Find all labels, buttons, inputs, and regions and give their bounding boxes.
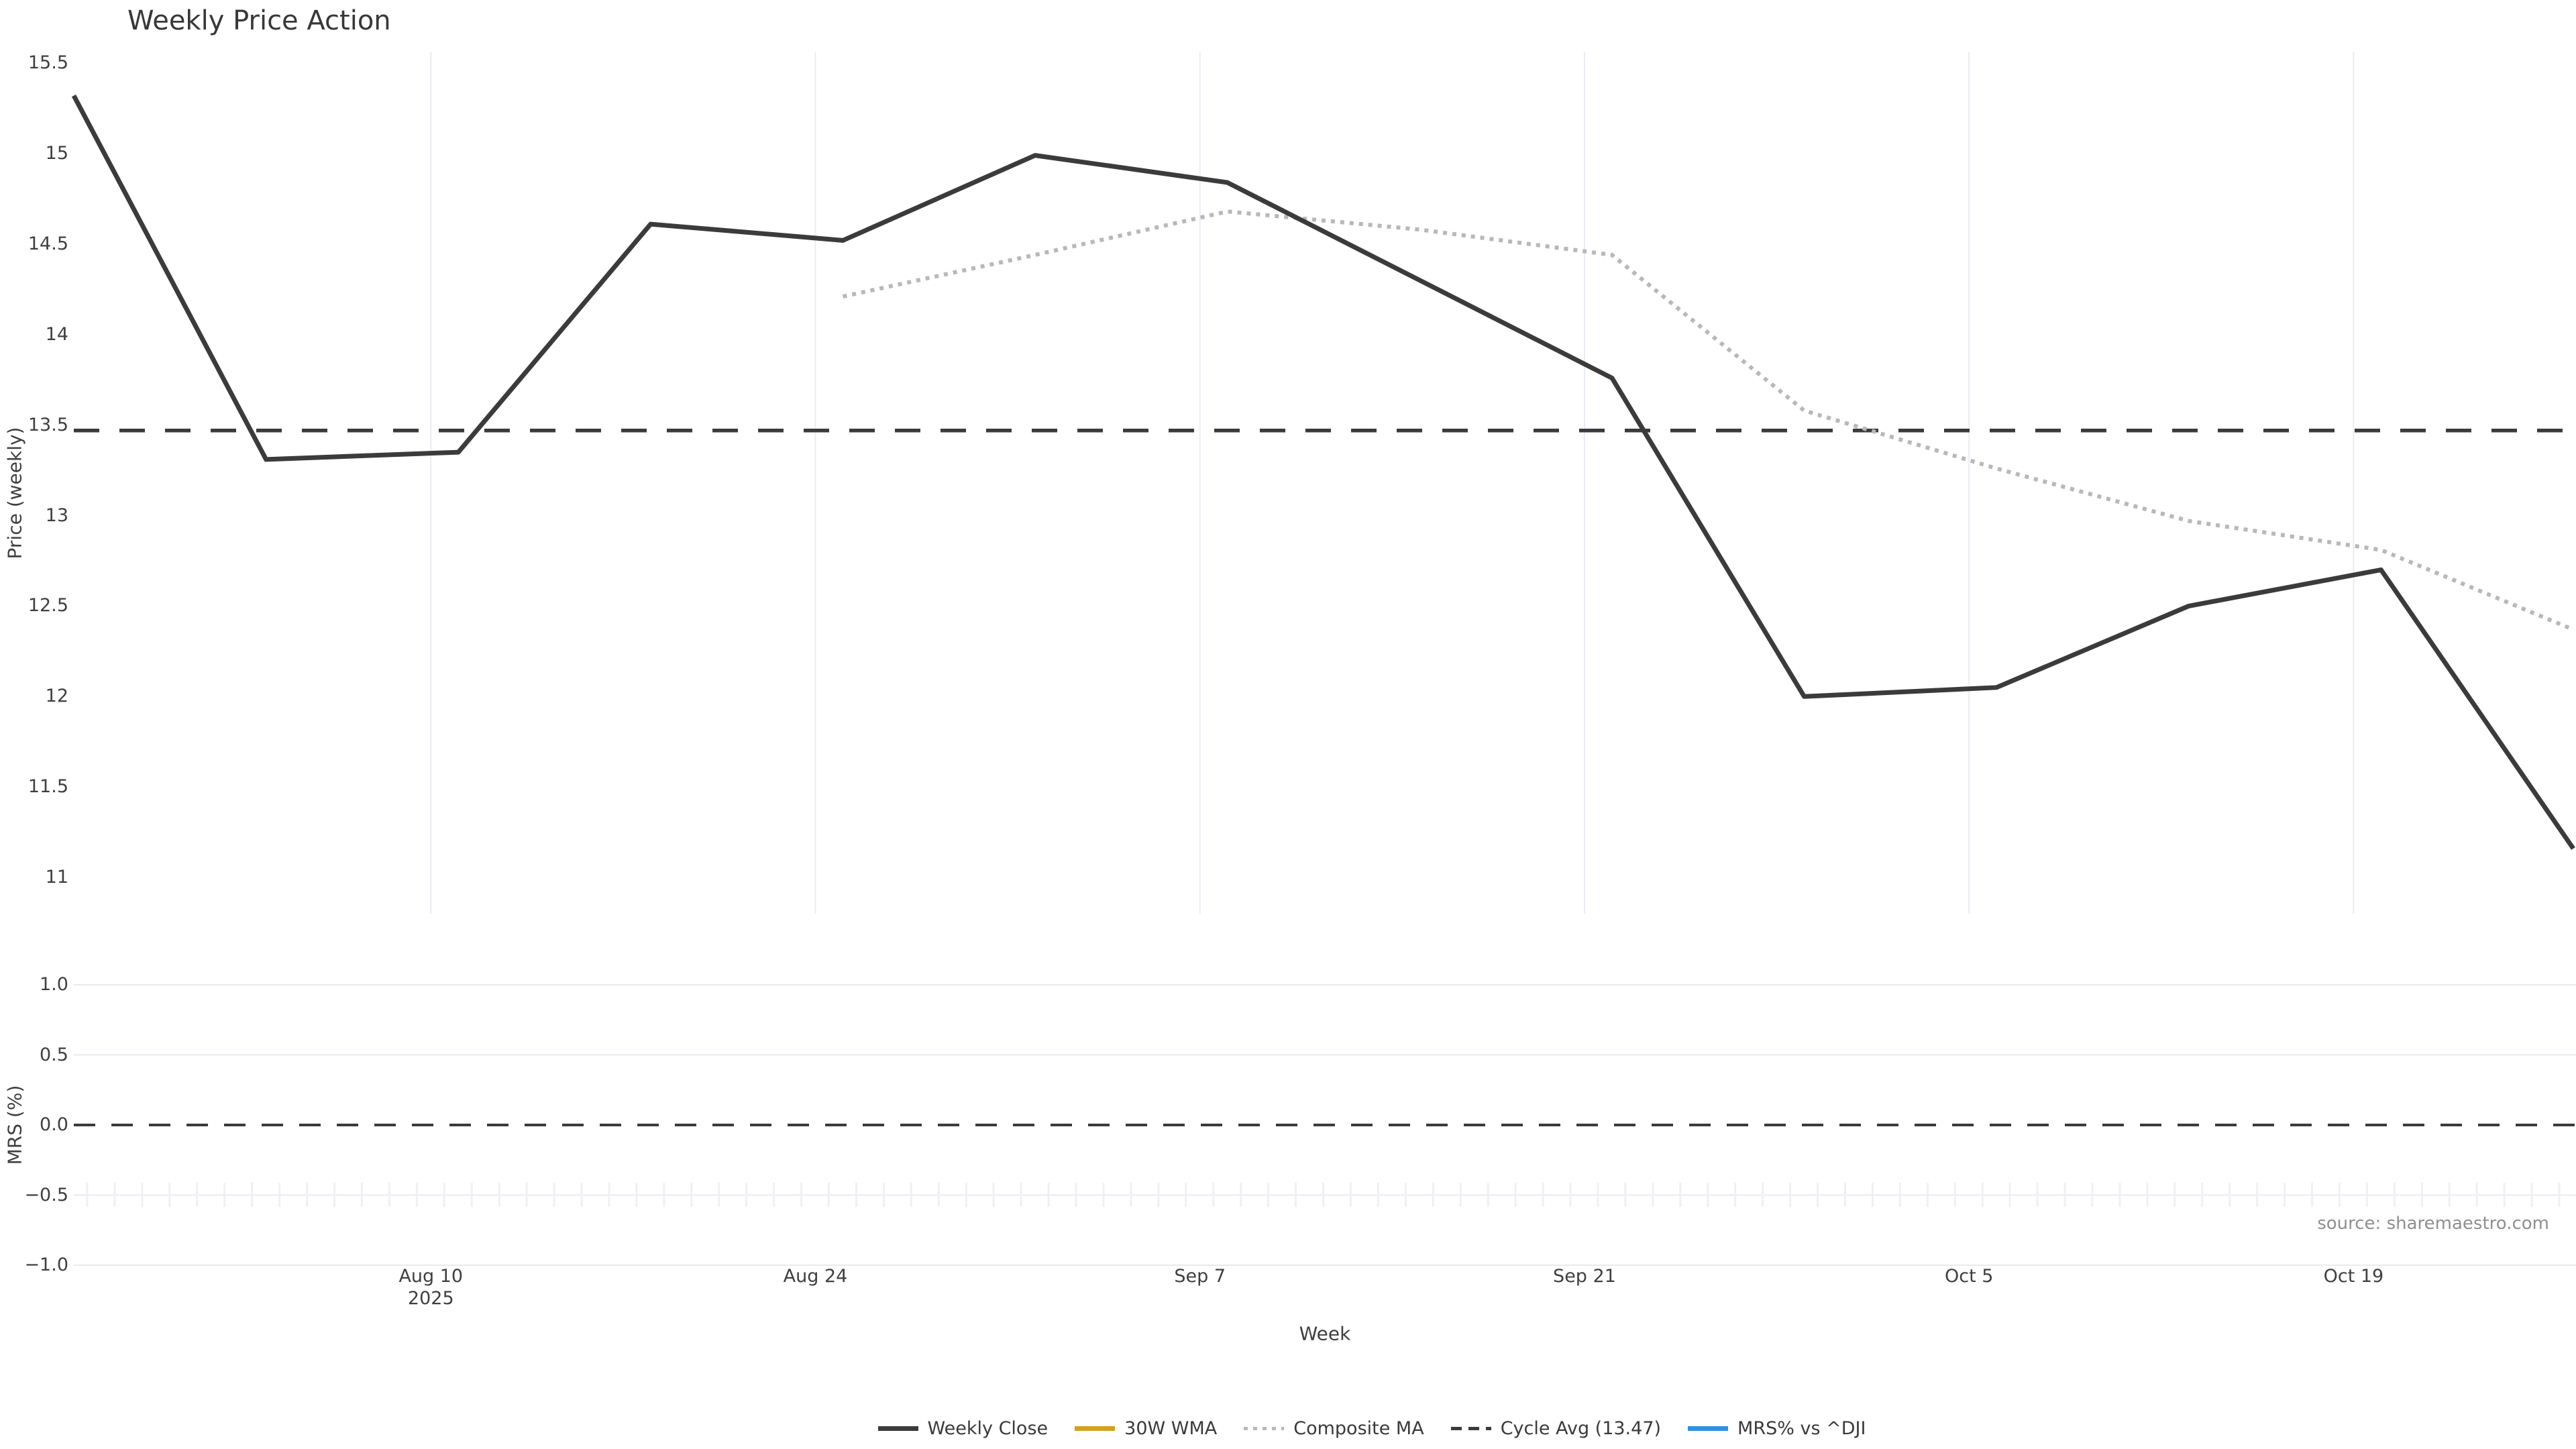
price-y-tick-label: 11 — [45, 867, 68, 888]
x-axis-title: Week — [1299, 1322, 1351, 1345]
legend-label: MRS% vs ^DJI — [1737, 1417, 1866, 1439]
legend-swatch-solid — [1075, 1426, 1116, 1431]
mrs-y-tick-label: 0.0 — [40, 1114, 68, 1135]
x-tick-label: Sep 21 — [1553, 1266, 1616, 1287]
x-tick-label: Aug 10 — [398, 1266, 464, 1287]
price-vertical-gridlines — [430, 52, 2355, 914]
x-tick-label: Sep 7 — [1174, 1266, 1226, 1287]
mrs-y-tick-label: 1.0 — [40, 974, 68, 995]
composite-ma-line — [842, 209, 2575, 632]
price-y-tick-label: 13 — [45, 504, 68, 526]
price-y-tick-label: 11.5 — [28, 776, 68, 798]
legend-item[interactable]: Cycle Avg (13.47) — [1450, 1417, 1662, 1439]
x-tick-label: Aug 24 — [783, 1266, 848, 1287]
legend-swatch-solid — [1688, 1426, 1729, 1431]
x-tick-year-label: 2025 — [407, 1288, 454, 1309]
mrs-minor-ticks — [86, 1183, 2561, 1207]
legend: Weekly Close 30W WMA Composite MA Cycle Avg… — [0, 1407, 2576, 1449]
price-y-tick-label: 12 — [45, 686, 68, 707]
legend-item[interactable]: 30W WMA — [1075, 1418, 1217, 1439]
price-y-tick-label: 14 — [45, 323, 68, 345]
price-y-tick-label: 14.5 — [28, 233, 68, 254]
mrs-y-tick-label: 0.5 — [40, 1044, 68, 1065]
mrs-horizontal-gridlines — [74, 984, 2576, 1266]
x-tick-label: Oct 5 — [1944, 1266, 1994, 1287]
mrs-axis-title: MRS (%) — [3, 1085, 26, 1165]
price-y-tick-label: 12.5 — [28, 595, 68, 616]
legend-label: Composite MA — [1293, 1417, 1424, 1439]
legend-label: 30W WMA — [1124, 1417, 1218, 1439]
mrs-y-tick-label: −0.5 — [24, 1184, 68, 1205]
price-axis-title: Price (weekly) — [3, 427, 26, 559]
legend-label: Cycle Avg (13.47) — [1500, 1417, 1662, 1439]
legend-item[interactable]: Composite MA — [1244, 1418, 1424, 1439]
price-y-tick-label: 15.5 — [28, 52, 68, 73]
legend-item[interactable]: Weekly Close — [877, 1417, 1049, 1439]
price-y-tick-label: 15 — [45, 142, 68, 164]
price-y-tick-label: 13.5 — [28, 414, 68, 435]
weekly-close-line — [71, 94, 2575, 850]
x-tick-label: Oct 19 — [2323, 1266, 2384, 1287]
legend-swatch-solid — [877, 1426, 918, 1431]
legend-swatch-dashed — [1450, 1426, 1491, 1430]
source-note: source: sharemaestro.com — [2317, 1214, 2549, 1234]
legend-swatch-dotted — [1244, 1426, 1285, 1430]
legend-label: Weekly Close — [927, 1417, 1049, 1439]
chart-title: Weekly Price Action — [127, 5, 391, 36]
mrs-y-tick-label: −1.0 — [24, 1254, 68, 1275]
legend-item[interactable]: MRS% vs ^DJI — [1688, 1418, 1866, 1439]
